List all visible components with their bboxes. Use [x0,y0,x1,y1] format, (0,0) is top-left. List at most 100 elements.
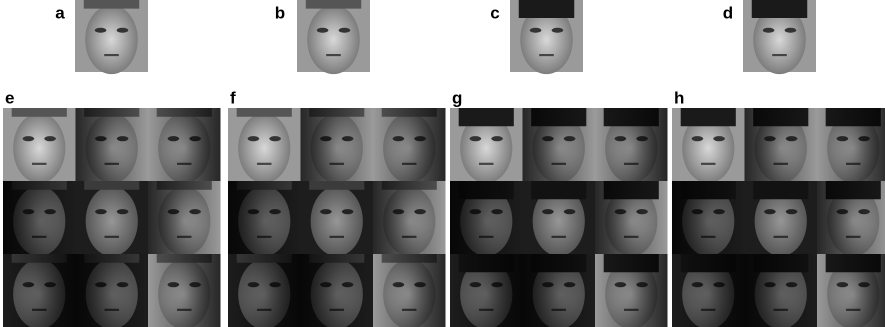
dim-overlay [450,254,523,327]
dim-overlay [228,254,301,327]
lighting-shade [148,108,221,181]
eye [248,136,260,141]
dim-overlay [76,254,149,327]
face-image [373,181,446,256]
mouth [257,163,272,165]
panel-label: h [674,88,684,107]
face-image [228,254,301,327]
face-image [228,108,301,183]
face-image [373,254,446,327]
lighting-shade [523,108,596,181]
dim-overlay [745,254,818,327]
dim-overlay [672,254,745,327]
face-image [595,181,668,256]
panel-label: d [723,3,733,22]
face-image [148,108,221,183]
panel-label: f [230,88,236,107]
hair [306,0,361,9]
mouth [772,54,787,56]
lighting-shade [595,108,668,181]
panel-label: e [5,88,14,107]
hair [752,0,807,18]
eye [317,28,329,33]
eye [23,136,35,141]
face-image [595,254,668,327]
dim-overlay [672,181,745,254]
face-image [301,254,374,327]
lighting-shade [148,181,221,254]
face-image [373,108,446,183]
dim-overlay [301,181,374,254]
face-image [3,108,76,183]
hair [519,0,574,18]
face-image [817,108,885,183]
eye [269,136,281,141]
face-image [450,254,523,327]
lighting-shade [301,108,374,181]
face-image [745,108,818,183]
face-image [595,108,668,183]
dim-overlay [301,254,374,327]
mouth [701,163,716,165]
hair [237,108,292,117]
face-image [523,108,596,183]
dim-overlay [745,181,818,254]
face-image [672,108,745,183]
face-image [510,0,583,74]
face-image [523,254,596,327]
panel-label: c [490,3,499,22]
face-image [817,254,885,327]
face-shape [13,113,65,183]
panel-label: g [452,88,462,107]
face-image [745,181,818,256]
face-image [297,0,370,74]
lighting-shade [595,254,668,327]
hair [459,108,514,126]
eye [44,136,56,141]
lighting-shade [745,108,818,181]
lighting-shade [817,108,885,181]
lighting-shade [373,108,446,181]
eye [785,28,797,33]
face-image [301,108,374,183]
face-image [76,254,149,327]
hair [84,0,139,9]
face-image [450,181,523,256]
lighting-shade [373,254,446,327]
face-image [672,181,745,256]
lighting-shade [76,108,149,181]
face-image [672,254,745,327]
dim-overlay [76,181,149,254]
lighting-shade [148,254,221,327]
face-image [745,254,818,327]
panel-label: a [55,3,65,22]
face-image [3,254,76,327]
face-image [76,108,149,183]
face-image [3,181,76,256]
lighting-shade [817,254,885,327]
face-image [301,181,374,256]
face-image [450,108,523,183]
mouth [32,163,47,165]
dim-overlay [523,181,596,254]
face-shape [85,5,138,74]
dim-overlay [3,181,76,254]
face-image [75,0,148,74]
face-image [148,254,221,327]
face-image [523,181,596,256]
lighting-shade [373,181,446,254]
eye [470,136,482,141]
dim-overlay [3,254,76,327]
dim-overlay [523,254,596,327]
eye [713,136,725,141]
dim-overlay [228,181,301,254]
mouth [104,54,119,56]
face-shape [238,113,290,183]
eye [339,28,351,33]
eye [95,28,107,33]
mouth [479,163,494,165]
panel-label: b [275,3,285,22]
mouth [326,54,341,56]
hair [12,108,67,117]
face-image [76,181,149,256]
